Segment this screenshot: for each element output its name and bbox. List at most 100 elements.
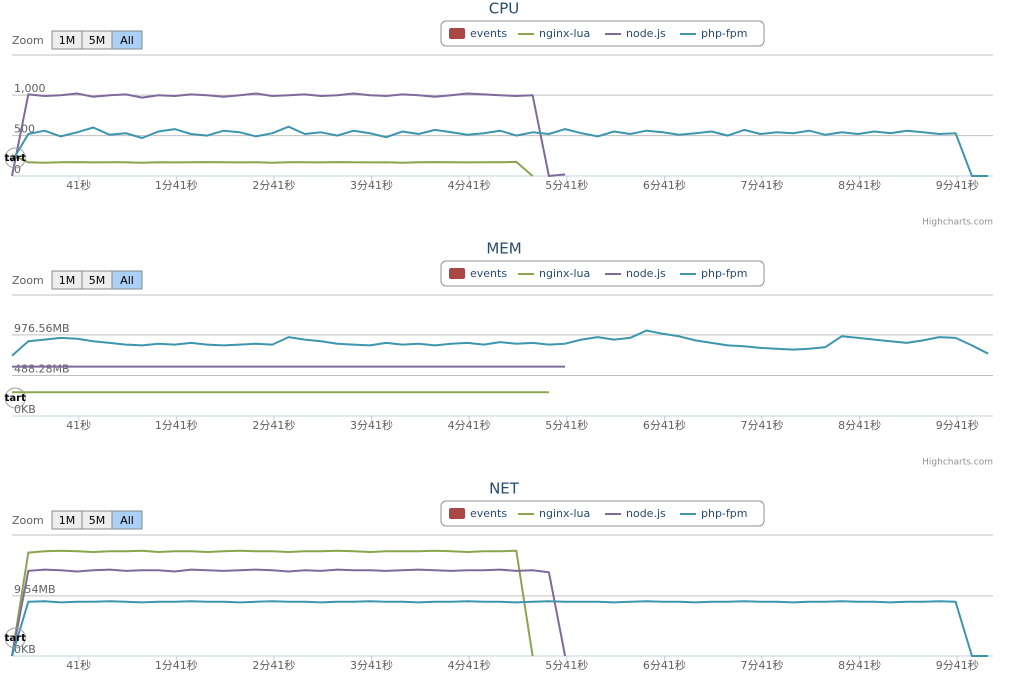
series-line <box>11 154 534 177</box>
legend-item[interactable]: events <box>449 267 507 280</box>
y-tick-label: 1,000 <box>14 82 46 95</box>
legend-label[interactable]: nginx-lua <box>539 267 590 280</box>
zoom-button-label[interactable]: All <box>120 34 134 47</box>
legend-item[interactable]: php-fpm <box>680 507 747 520</box>
x-tick-label: 4分41秒 <box>448 658 491 672</box>
zoom-button[interactable]: 1M <box>51 510 83 530</box>
legend-item[interactable]: node.js <box>605 507 666 520</box>
series-line <box>11 600 989 657</box>
legend-label[interactable]: nginx-lua <box>539 507 590 520</box>
legend-label[interactable]: php-fpm <box>701 507 747 520</box>
legend-label[interactable]: events <box>470 27 507 40</box>
zoom-button-label[interactable]: 5M <box>89 274 106 287</box>
x-tick-label: 3分41秒 <box>350 418 393 432</box>
event-flag-label: tart <box>5 633 26 644</box>
series-line <box>11 92 566 177</box>
zoom-button[interactable]: 1M <box>51 30 83 50</box>
zoom-button[interactable]: 1M <box>51 270 83 290</box>
y-tick-label: 488.28MB <box>14 362 70 375</box>
legend-box <box>440 260 765 287</box>
y-tick-label: 0 <box>14 163 21 176</box>
legend-label[interactable]: events <box>470 267 507 280</box>
legend-item[interactable]: php-fpm <box>680 27 747 40</box>
x-tick-label: 41秒 <box>66 658 91 672</box>
x-tick-label: 2分41秒 <box>252 178 295 192</box>
series-line <box>11 568 567 657</box>
legend-label[interactable]: node.js <box>626 267 666 280</box>
zoom-button[interactable]: All <box>111 30 143 50</box>
x-tick-label: 6分41秒 <box>643 658 686 672</box>
legend-item[interactable]: events <box>449 507 507 520</box>
chart-title: CPU <box>489 0 520 18</box>
x-tick-label: 3分41秒 <box>350 658 393 672</box>
zoom-button[interactable]: 5M <box>81 270 113 290</box>
zoom-button-box <box>111 30 143 50</box>
x-tick-label: 5分41秒 <box>545 178 588 192</box>
event-flag <box>4 387 26 409</box>
zoom-button-label[interactable]: 5M <box>89 514 106 527</box>
zoom-button-label[interactable]: 1M <box>59 34 76 47</box>
legend-item[interactable]: nginx-lua <box>518 267 590 280</box>
x-tick-label: 2分41秒 <box>252 418 295 432</box>
zoom-label: Zoom <box>12 274 44 287</box>
x-tick-label: 7分41秒 <box>740 178 783 192</box>
x-tick-label: 6分41秒 <box>643 418 686 432</box>
legend-symbol <box>449 508 465 519</box>
x-tick-label: 6分41秒 <box>643 178 686 192</box>
zoom-label: Zoom <box>12 34 44 47</box>
y-tick-label: 976.56MB <box>14 322 70 335</box>
zoom-button-label[interactable]: All <box>120 514 134 527</box>
y-tick-label: 0KB <box>14 403 36 416</box>
x-tick-label: 7分41秒 <box>740 418 783 432</box>
zoom-button[interactable]: All <box>111 510 143 530</box>
legend-item[interactable]: node.js <box>605 27 666 40</box>
x-tick-label: 8分41秒 <box>838 178 881 192</box>
event-flag <box>4 627 26 649</box>
y-tick-label: 500 <box>14 123 35 136</box>
x-tick-label: 1分41秒 <box>155 178 198 192</box>
legend-item[interactable]: nginx-lua <box>518 27 590 40</box>
legend-label[interactable]: php-fpm <box>701 267 747 280</box>
zoom-button-label[interactable]: All <box>120 274 134 287</box>
zoom-button-label[interactable]: 1M <box>59 514 76 527</box>
legend-item[interactable]: nginx-lua <box>518 507 590 520</box>
zoom-label: Zoom <box>12 514 44 527</box>
credits: Highcharts.com <box>922 218 993 228</box>
event-flag-label: tart <box>5 153 26 164</box>
legend-label[interactable]: node.js <box>626 507 666 520</box>
x-tick-label: 1分41秒 <box>155 418 198 432</box>
x-tick-label: 9分41秒 <box>936 178 979 192</box>
legend-item[interactable]: events <box>449 27 507 40</box>
legend-label[interactable]: node.js <box>626 27 666 40</box>
legend-box <box>440 500 765 527</box>
legend-label[interactable]: nginx-lua <box>539 27 590 40</box>
x-tick-label: 2分41秒 <box>252 658 295 672</box>
x-tick-label: 41秒 <box>66 178 91 192</box>
legend-box <box>440 20 765 47</box>
legend-item[interactable]: php-fpm <box>680 267 747 280</box>
y-tick-label: 9.54MB <box>14 583 56 596</box>
zoom-button[interactable]: 5M <box>81 30 113 50</box>
x-tick-label: 4分41秒 <box>448 178 491 192</box>
legend-label[interactable]: events <box>470 507 507 520</box>
x-tick-label: 8分41秒 <box>838 658 881 672</box>
zoom-button-box <box>111 510 143 530</box>
event-flag-label: tart <box>5 393 26 404</box>
x-tick-label: 9分41秒 <box>936 418 979 432</box>
legend-item[interactable]: node.js <box>605 267 666 280</box>
x-tick-label: 41秒 <box>66 418 91 432</box>
chart-title: NET <box>489 480 520 498</box>
zoom-button-label[interactable]: 5M <box>89 34 106 47</box>
zoom-button[interactable]: 5M <box>81 510 113 530</box>
y-tick-label: 0KB <box>14 643 36 656</box>
x-tick-label: 1分41秒 <box>155 658 198 672</box>
x-tick-label: 4分41秒 <box>448 418 491 432</box>
legend-label[interactable]: php-fpm <box>701 27 747 40</box>
series-line <box>11 329 989 357</box>
x-tick-label: 7分41秒 <box>740 658 783 672</box>
legend-symbol <box>449 268 465 279</box>
legend-symbol <box>449 28 465 39</box>
zoom-button-label[interactable]: 1M <box>59 274 76 287</box>
zoom-button[interactable]: All <box>111 270 143 290</box>
x-tick-label: 5分41秒 <box>545 418 588 432</box>
